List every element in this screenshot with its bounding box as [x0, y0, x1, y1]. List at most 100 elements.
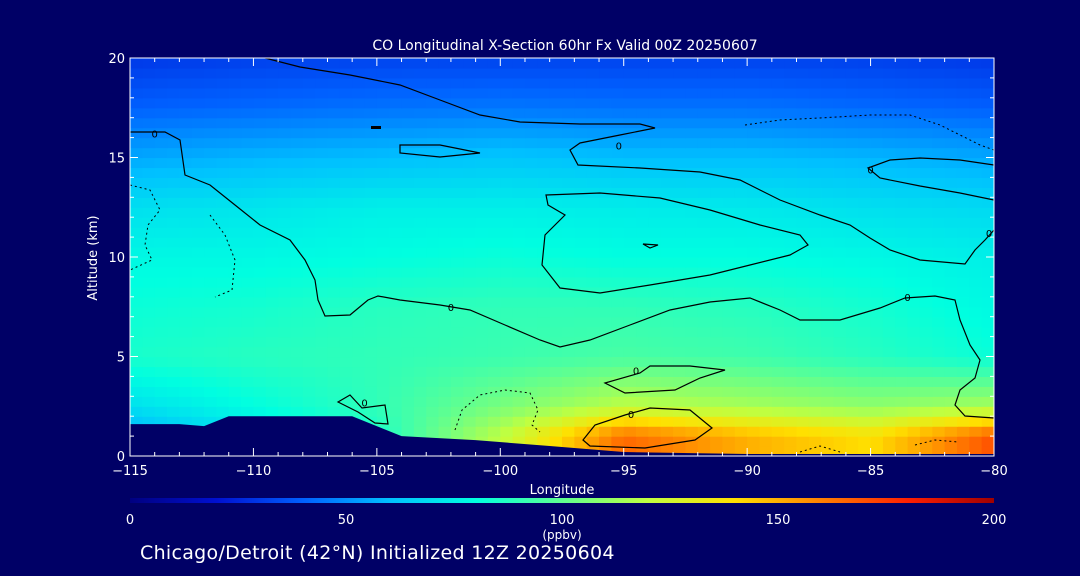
- field-cell: [413, 67, 427, 79]
- field-cell: [845, 396, 859, 407]
- y-tick-label: 15: [108, 152, 125, 167]
- field-cell: [845, 157, 859, 169]
- field-cell: [895, 386, 909, 397]
- field-cell: [981, 217, 994, 228]
- field-cell: [599, 137, 612, 149]
- field-cell: [623, 386, 637, 397]
- field-cell: [685, 127, 699, 139]
- field-cell: [278, 336, 292, 348]
- field-cell: [821, 167, 835, 178]
- field-cell: [833, 117, 847, 129]
- field-cell: [364, 366, 378, 377]
- field-cell: [919, 77, 933, 89]
- field-cell: [956, 366, 970, 377]
- field-cell: [512, 306, 526, 318]
- field-cell: [673, 426, 687, 437]
- field-cell: [204, 416, 217, 427]
- field-cell: [450, 197, 464, 208]
- field-cell: [907, 147, 921, 159]
- field-cell: [722, 127, 736, 139]
- field-cell: [648, 286, 662, 298]
- field-cell: [845, 376, 859, 387]
- field-cell: [932, 137, 946, 149]
- field-cell: [524, 306, 538, 318]
- field-cell: [413, 356, 427, 368]
- field-cell: [673, 376, 687, 387]
- field-cell: [648, 167, 662, 178]
- field-cell: [537, 356, 551, 368]
- field-cell: [882, 257, 896, 268]
- field-cell: [833, 247, 847, 258]
- field-cell: [290, 107, 304, 119]
- field-cell: [858, 177, 872, 188]
- field-cell: [191, 406, 205, 417]
- field-cell: [327, 187, 341, 198]
- field-cell: [636, 97, 649, 109]
- field-cell: [265, 77, 279, 89]
- field-cell: [710, 406, 724, 417]
- field-cell: [759, 406, 773, 417]
- colorbar-label: (ppbv): [542, 528, 581, 542]
- field-cell: [278, 247, 292, 258]
- field-cell: [956, 127, 970, 139]
- field-cell: [697, 336, 711, 348]
- field-cell: [364, 87, 378, 99]
- field-cell: [611, 257, 625, 268]
- field-cell: [167, 396, 180, 407]
- field-cell: [710, 376, 724, 387]
- field-cell: [636, 296, 649, 308]
- field-cell: [969, 306, 983, 318]
- field-cell: [265, 356, 279, 368]
- field-cell: [376, 157, 390, 169]
- field-cell: [870, 227, 884, 238]
- field-cell: [673, 157, 687, 169]
- field-cell: [191, 137, 205, 149]
- field-cell: [845, 58, 859, 69]
- field-cell: [512, 58, 526, 69]
- field-cell: [734, 346, 748, 358]
- field-cell: [549, 187, 563, 198]
- field-cell: [660, 58, 674, 69]
- field-cell: [413, 406, 427, 417]
- field-cell: [487, 326, 501, 338]
- field-cell: [599, 356, 612, 368]
- dashed-contour: [209, 214, 236, 298]
- field-cell: [747, 87, 761, 99]
- field-cell: [278, 137, 292, 149]
- field-cell: [339, 137, 353, 149]
- field-cell: [315, 177, 329, 188]
- field-cell: [944, 127, 958, 139]
- field-cell: [734, 376, 748, 387]
- field-cell: [870, 107, 884, 119]
- field-cell: [191, 296, 205, 308]
- field-cell: [833, 177, 847, 188]
- field-cell: [475, 87, 489, 99]
- field-cell: [648, 227, 662, 238]
- field-cell: [660, 446, 674, 456]
- field-cell: [426, 167, 440, 178]
- field-cell: [956, 187, 970, 198]
- field-cell: [562, 167, 575, 178]
- field-cell: [895, 276, 909, 288]
- field-cell: [167, 217, 180, 228]
- field-cell: [265, 406, 279, 417]
- field-cell: [315, 257, 329, 268]
- field-cell: [882, 107, 896, 119]
- field-cell: [870, 286, 884, 298]
- field-cell: [660, 426, 674, 437]
- field-cell: [204, 306, 217, 318]
- field-cell: [956, 336, 970, 348]
- field-cell: [833, 257, 847, 268]
- field-cell: [376, 286, 390, 298]
- field-cell: [562, 386, 575, 397]
- field-cell: [253, 386, 267, 397]
- field-cell: [697, 376, 711, 387]
- field-cell: [487, 426, 501, 437]
- field-cell: [636, 157, 649, 169]
- field-cell: [537, 396, 551, 407]
- field-cell: [327, 197, 341, 208]
- field-cell: [524, 157, 538, 169]
- field-cell: [278, 197, 292, 208]
- field-cell: [611, 356, 625, 368]
- field-cell: [845, 356, 859, 368]
